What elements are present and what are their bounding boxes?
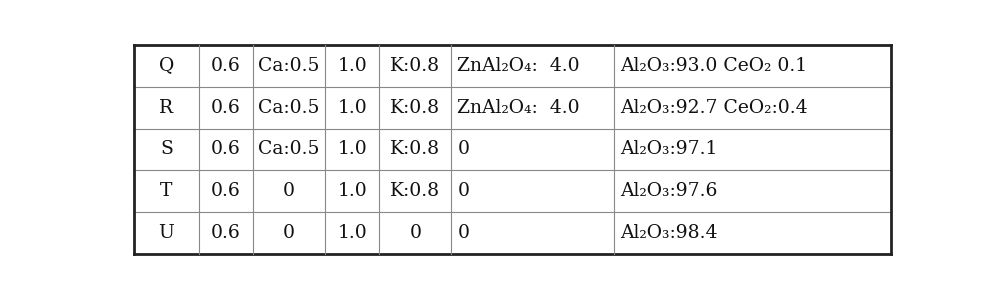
Text: 0.6: 0.6 xyxy=(211,99,241,117)
Bar xyxy=(253,170,325,213)
Bar xyxy=(379,86,451,128)
Bar xyxy=(199,45,253,86)
Text: Al₂O₃:98.4: Al₂O₃:98.4 xyxy=(620,224,718,242)
Text: 1.0: 1.0 xyxy=(337,141,367,158)
Text: U: U xyxy=(159,224,174,242)
Text: S: S xyxy=(160,141,173,158)
Bar xyxy=(325,170,379,213)
Bar xyxy=(379,128,451,170)
Text: 0: 0 xyxy=(283,182,295,200)
Bar xyxy=(325,45,379,86)
Bar xyxy=(451,45,614,86)
Text: 0: 0 xyxy=(409,224,421,242)
Text: ZnAl₂O₄:  4.0: ZnAl₂O₄: 4.0 xyxy=(457,99,580,117)
Text: R: R xyxy=(159,99,174,117)
Bar xyxy=(379,213,451,254)
Bar xyxy=(134,170,199,213)
Text: 1.0: 1.0 xyxy=(337,57,367,75)
Bar xyxy=(325,128,379,170)
Bar xyxy=(614,45,891,86)
Bar xyxy=(451,213,614,254)
Bar xyxy=(134,45,199,86)
Text: Ca:0.5: Ca:0.5 xyxy=(258,57,320,75)
Text: ZnAl₂O₄:  4.0: ZnAl₂O₄: 4.0 xyxy=(457,57,580,75)
Text: 1.0: 1.0 xyxy=(337,99,367,117)
Bar xyxy=(614,213,891,254)
Text: Al₂O₃:93.0 CeO₂ 0.1: Al₂O₃:93.0 CeO₂ 0.1 xyxy=(620,57,807,75)
Text: Al₂O₃:97.6: Al₂O₃:97.6 xyxy=(620,182,717,200)
Bar xyxy=(451,170,614,213)
Bar xyxy=(253,45,325,86)
Bar xyxy=(253,128,325,170)
Bar xyxy=(379,45,451,86)
Text: Al₂O₃:97.1: Al₂O₃:97.1 xyxy=(620,141,717,158)
Text: Q: Q xyxy=(159,57,174,75)
Text: 1.0: 1.0 xyxy=(337,224,367,242)
Bar xyxy=(199,213,253,254)
Text: Ca:0.5: Ca:0.5 xyxy=(258,141,320,158)
Bar xyxy=(325,213,379,254)
Text: K:0.8: K:0.8 xyxy=(390,141,440,158)
Bar xyxy=(199,170,253,213)
Text: 0.6: 0.6 xyxy=(211,182,241,200)
Bar xyxy=(614,128,891,170)
Bar xyxy=(451,128,614,170)
Bar xyxy=(134,213,199,254)
Text: 1.0: 1.0 xyxy=(337,182,367,200)
Bar xyxy=(134,128,199,170)
Bar xyxy=(614,86,891,128)
Bar xyxy=(253,86,325,128)
Text: K:0.8: K:0.8 xyxy=(390,57,440,75)
Bar xyxy=(253,213,325,254)
Text: T: T xyxy=(160,182,173,200)
Bar xyxy=(134,86,199,128)
Text: 0.6: 0.6 xyxy=(211,224,241,242)
Bar xyxy=(199,86,253,128)
Text: Al₂O₃:92.7 CeO₂:0.4: Al₂O₃:92.7 CeO₂:0.4 xyxy=(620,99,808,117)
Text: 0.6: 0.6 xyxy=(211,141,241,158)
Text: 0: 0 xyxy=(457,141,469,158)
Text: 0: 0 xyxy=(457,224,469,242)
Text: K:0.8: K:0.8 xyxy=(390,99,440,117)
Text: K:0.8: K:0.8 xyxy=(390,182,440,200)
Text: 0.6: 0.6 xyxy=(211,57,241,75)
Bar xyxy=(451,86,614,128)
Text: 0: 0 xyxy=(457,182,469,200)
Text: Ca:0.5: Ca:0.5 xyxy=(258,99,320,117)
Bar xyxy=(379,170,451,213)
Text: 0: 0 xyxy=(283,224,295,242)
Bar xyxy=(325,86,379,128)
Bar xyxy=(614,170,891,213)
Bar xyxy=(199,128,253,170)
